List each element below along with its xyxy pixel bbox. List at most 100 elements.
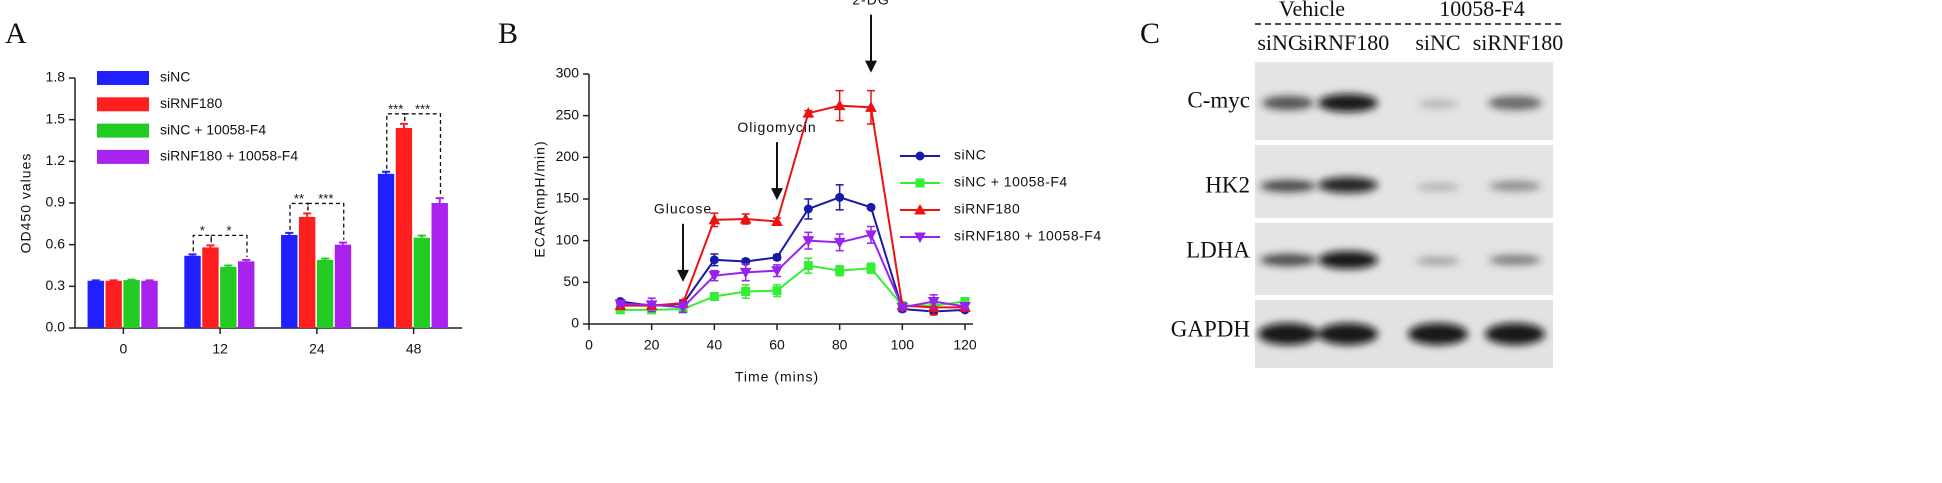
legend-label: siRNF180 + 10058-F4 bbox=[160, 148, 298, 164]
significance-label: *** bbox=[318, 191, 333, 206]
bar bbox=[238, 261, 255, 328]
legend-swatch bbox=[97, 149, 149, 164]
marker bbox=[802, 236, 815, 247]
y-tick-label: 0.6 bbox=[46, 235, 66, 251]
marker bbox=[772, 252, 782, 262]
marker bbox=[833, 99, 846, 111]
y-tick-label: 250 bbox=[556, 106, 580, 122]
marker bbox=[835, 192, 845, 202]
x-tick-label: 40 bbox=[707, 337, 723, 353]
y-tick-label: 150 bbox=[556, 190, 580, 206]
marker bbox=[865, 230, 877, 241]
legend-label: siNC + 10058-F4 bbox=[160, 121, 266, 137]
x-axis-label: Time (mins) bbox=[735, 369, 819, 385]
significance-label: * bbox=[200, 223, 205, 238]
legend-swatch bbox=[97, 97, 149, 112]
bands bbox=[1258, 94, 1545, 345]
marker bbox=[708, 213, 721, 225]
y-tick-label: 0.3 bbox=[46, 277, 66, 293]
x-tick-label: 24 bbox=[309, 341, 325, 357]
marker bbox=[915, 178, 925, 188]
marker bbox=[803, 261, 813, 271]
band bbox=[1318, 177, 1378, 193]
marker bbox=[865, 101, 877, 112]
lane-label: siNC bbox=[1257, 30, 1302, 55]
marker bbox=[771, 215, 783, 226]
marker bbox=[802, 107, 815, 118]
bar bbox=[184, 255, 201, 328]
bar bbox=[316, 259, 334, 328]
y-axis-label: ECAR(mpH/min) bbox=[532, 140, 548, 257]
panel-label: C bbox=[1140, 17, 1160, 50]
y-tick-label: 0.9 bbox=[46, 194, 66, 210]
x-tick-label: 80 bbox=[832, 337, 848, 353]
y-tick-label: 1.2 bbox=[46, 152, 66, 168]
significance-bracket bbox=[210, 234, 248, 257]
significance-label: * bbox=[227, 223, 232, 238]
y-tick-label: 50 bbox=[563, 273, 579, 289]
legend-label: siRNF180 + 10058-F4 bbox=[954, 228, 1102, 244]
band bbox=[1260, 180, 1316, 192]
y-tick-label: 200 bbox=[556, 148, 580, 164]
band bbox=[1489, 181, 1541, 191]
bar bbox=[202, 247, 219, 328]
significance-bracket bbox=[289, 202, 309, 230]
marker bbox=[741, 287, 751, 296]
group-label: Vehicle bbox=[1279, 0, 1345, 21]
band bbox=[1318, 94, 1378, 112]
annotation-arrowhead bbox=[771, 188, 783, 201]
series-line bbox=[620, 233, 966, 309]
marker bbox=[927, 297, 940, 308]
bar bbox=[87, 280, 104, 328]
y-tick-label: 100 bbox=[556, 231, 580, 247]
row-label: C-myc bbox=[1187, 87, 1250, 112]
band bbox=[1416, 183, 1460, 191]
x-tick-label: 0 bbox=[119, 341, 127, 357]
blot: Vehicle 10058-F4 siNC siRNF180 siNC siRN… bbox=[1171, 0, 1563, 368]
marker bbox=[866, 263, 876, 273]
panel-label: A bbox=[5, 17, 27, 50]
significance-label: ** bbox=[294, 191, 304, 206]
band bbox=[1408, 323, 1468, 345]
marker bbox=[896, 302, 909, 314]
marker bbox=[803, 204, 813, 214]
panel-label: B bbox=[498, 17, 518, 50]
legend-label: siNC + 10058-F4 bbox=[954, 174, 1068, 190]
bar bbox=[431, 203, 448, 328]
band bbox=[1485, 323, 1545, 345]
marker bbox=[835, 266, 845, 276]
marker bbox=[914, 203, 926, 215]
marker bbox=[614, 299, 627, 311]
band bbox=[1418, 100, 1458, 108]
band bbox=[1318, 251, 1378, 269]
band bbox=[1488, 96, 1542, 110]
annotation-arrowhead bbox=[677, 269, 689, 282]
marker bbox=[739, 267, 752, 279]
group-label: 10058-F4 bbox=[1439, 0, 1525, 21]
legend-swatch bbox=[97, 123, 149, 138]
y-tick-label: 300 bbox=[556, 65, 580, 81]
row-label: LDHA bbox=[1186, 237, 1250, 262]
y-tick-label: 0.0 bbox=[46, 319, 66, 335]
marker bbox=[833, 237, 846, 249]
band bbox=[1258, 323, 1318, 345]
bar bbox=[395, 128, 413, 328]
bar bbox=[334, 244, 352, 328]
x-tick-label: 60 bbox=[769, 337, 785, 353]
band bbox=[1489, 255, 1541, 265]
bar bbox=[281, 234, 298, 328]
x-tick-label: 120 bbox=[953, 337, 977, 353]
x-tick-label: 48 bbox=[406, 341, 422, 357]
significance-bracket bbox=[404, 113, 442, 196]
legend-label: siRNF180 bbox=[954, 201, 1020, 217]
bar bbox=[377, 173, 395, 328]
marker bbox=[915, 151, 925, 161]
bar bbox=[123, 280, 140, 328]
x-tick-label: 20 bbox=[644, 337, 660, 353]
row-label: HK2 bbox=[1205, 172, 1250, 197]
annotation-label: Oligomycin bbox=[737, 119, 816, 135]
marker bbox=[866, 202, 876, 212]
marker bbox=[959, 302, 971, 313]
annotation-arrowhead bbox=[865, 60, 877, 73]
band bbox=[1318, 323, 1378, 345]
